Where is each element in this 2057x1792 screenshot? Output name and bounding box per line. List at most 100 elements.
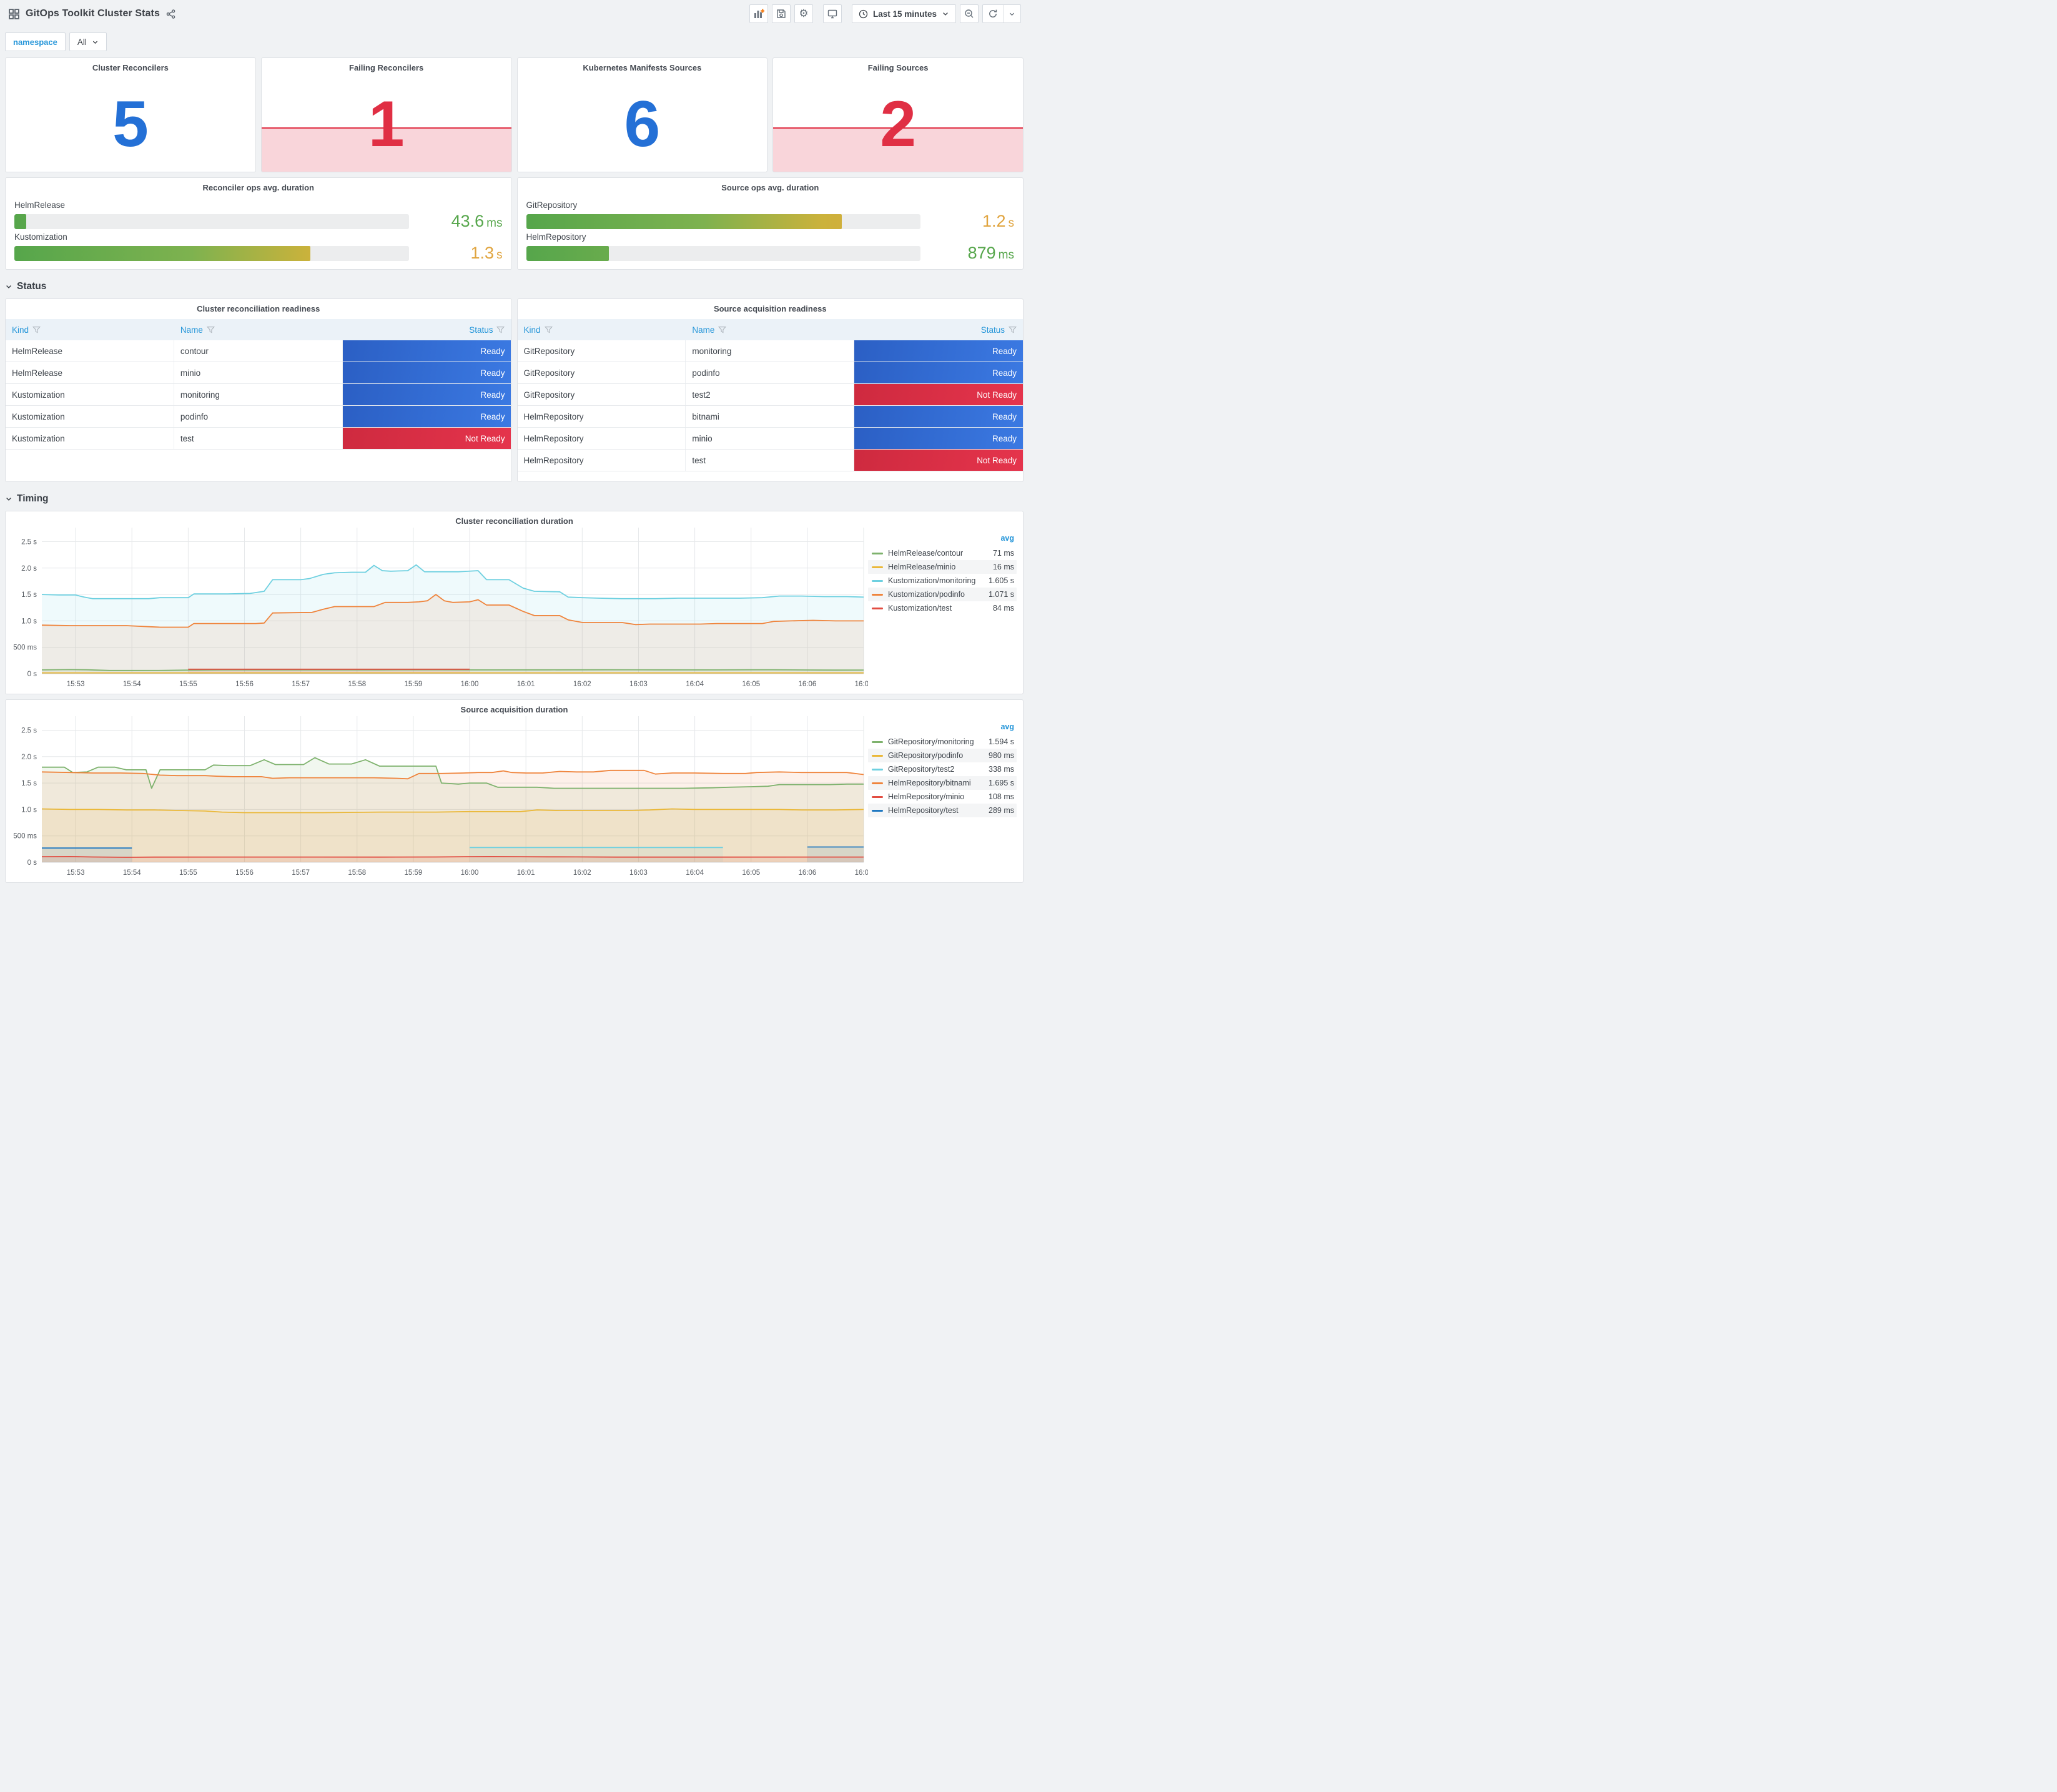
legend-item[interactable]: Kustomization/test 84 ms bbox=[868, 601, 1017, 615]
column-header-name[interactable]: Name bbox=[174, 319, 343, 340]
legend-item[interactable]: Kustomization/podinfo 1.071 s bbox=[868, 588, 1017, 601]
legend-item[interactable]: GitRepository/test2 338 ms bbox=[868, 762, 1017, 776]
refresh-interval-dropdown[interactable] bbox=[1003, 5, 1020, 22]
svg-text:500 ms: 500 ms bbox=[13, 833, 37, 840]
svg-text:15:56: 15:56 bbox=[235, 869, 254, 877]
legend-item[interactable]: GitRepository/podinfo 980 ms bbox=[868, 749, 1017, 762]
legend-series-avg: 289 ms bbox=[989, 806, 1014, 815]
chevron-down-icon bbox=[92, 41, 97, 44]
apps-grid-icon[interactable] bbox=[9, 8, 19, 19]
cell-kind: HelmRelease bbox=[6, 362, 174, 383]
stat-panel-cluster-reconcilers: Cluster Reconcilers 5 bbox=[5, 57, 256, 172]
table-row: HelmRelease minio Ready bbox=[6, 362, 511, 384]
gauge-row-helmrepository: HelmRepository 879 ms bbox=[526, 232, 1014, 263]
refresh-icon[interactable] bbox=[983, 5, 1003, 22]
cell-name: contour bbox=[174, 340, 343, 362]
legend-series-avg: 84 ms bbox=[992, 604, 1014, 613]
legend-series-color bbox=[872, 741, 883, 743]
cell-name: podinfo bbox=[174, 406, 343, 427]
svg-text:16:00: 16:00 bbox=[461, 681, 479, 688]
legend-avg-header[interactable]: avg bbox=[1000, 722, 1014, 731]
svg-text:16:04: 16:04 bbox=[686, 681, 704, 688]
legend-series-name: HelmRepository/bitnami bbox=[888, 779, 971, 787]
table-row: HelmRelease contour Ready bbox=[6, 340, 511, 362]
column-header-name[interactable]: Name bbox=[686, 319, 854, 340]
legend-series-avg: 71 ms bbox=[992, 549, 1014, 558]
legend-item[interactable]: Kustomization/monitoring 1.605 s bbox=[868, 574, 1017, 588]
svg-text:16:03: 16:03 bbox=[629, 681, 648, 688]
legend-series-name: Kustomization/monitoring bbox=[888, 576, 976, 585]
svg-text:15:57: 15:57 bbox=[292, 681, 310, 688]
time-range-label: Last 15 minutes bbox=[872, 9, 937, 19]
chart-legend: avg HelmRelease/contour 71 ms HelmRelease/m… bbox=[868, 511, 1023, 694]
table-row: Kustomization monitoring Ready bbox=[6, 384, 511, 406]
legend-item[interactable]: GitRepository/monitoring 1.594 s bbox=[868, 735, 1017, 749]
chart-plot-area[interactable]: 0 s 500 ms 1.0 s 1.5 s 2.0 s 2.5 s 15:53 15:54 1… bbox=[6, 511, 868, 694]
svg-text:1.5 s: 1.5 s bbox=[21, 591, 37, 599]
legend-series-avg: 1.071 s bbox=[988, 590, 1014, 599]
cell-name: monitoring bbox=[686, 340, 855, 362]
column-header-status[interactable]: Status bbox=[343, 319, 511, 340]
cell-status: Ready bbox=[342, 384, 511, 405]
table-row: GitRepository podinfo Ready bbox=[517, 362, 1023, 384]
svg-text:16:07: 16:07 bbox=[855, 869, 868, 877]
panel-title: Cluster reconciliation readiness bbox=[197, 304, 320, 313]
legend-series-name: Kustomization/podinfo bbox=[888, 590, 965, 599]
svg-text:16:04: 16:04 bbox=[686, 869, 704, 877]
gauge-value: 43.6 ms bbox=[451, 212, 503, 230]
cell-name: monitoring bbox=[174, 384, 343, 405]
svg-text:16:02: 16:02 bbox=[573, 681, 591, 688]
legend-item[interactable]: HelmRepository/test 289 ms bbox=[868, 804, 1017, 817]
zoom-out-time-button[interactable] bbox=[960, 4, 979, 23]
cell-name: minio bbox=[686, 428, 855, 449]
legend-series-avg: 108 ms bbox=[989, 792, 1014, 801]
legend-series-avg: 16 ms bbox=[992, 563, 1014, 571]
clock-icon bbox=[859, 9, 868, 19]
legend-avg-header[interactable]: avg bbox=[1000, 534, 1014, 543]
gauge-label: GitRepository bbox=[526, 200, 578, 210]
chevron-down-icon bbox=[5, 283, 12, 290]
table-row: GitRepository monitoring Ready bbox=[517, 340, 1023, 362]
time-range-picker[interactable]: Last 15 minutes bbox=[851, 4, 956, 23]
cell-status: Ready bbox=[342, 340, 511, 362]
variable-label-namespace: namespace bbox=[5, 32, 66, 51]
gauge-track bbox=[526, 245, 920, 261]
gauge-fill bbox=[526, 245, 609, 261]
stat-sparkline bbox=[261, 127, 511, 172]
legend-item[interactable]: HelmRelease/contour 71 ms bbox=[868, 546, 1017, 560]
legend-series-color bbox=[872, 593, 883, 596]
save-dashboard-button[interactable] bbox=[771, 4, 791, 23]
variable-value: All bbox=[77, 37, 87, 47]
share-icon[interactable] bbox=[166, 9, 175, 19]
section-row-status[interactable]: Status bbox=[5, 278, 1024, 295]
svg-text:16:05: 16:05 bbox=[742, 681, 760, 688]
section-row-timing[interactable]: Timing bbox=[5, 491, 1024, 507]
panel-title: Cluster reconciliation duration bbox=[455, 516, 573, 526]
table-row: HelmRepository bitnami Ready bbox=[517, 406, 1023, 428]
gauge-track bbox=[14, 245, 409, 261]
legend-item[interactable]: HelmRepository/minio 108 ms bbox=[868, 790, 1017, 804]
column-header-kind[interactable]: Kind bbox=[6, 319, 174, 340]
chart-plot-area[interactable]: 0 s 500 ms 1.0 s 1.5 s 2.0 s 2.5 s 15:53 15:54 1… bbox=[6, 700, 868, 882]
legend-item[interactable]: HelmRelease/minio 16 ms bbox=[868, 560, 1017, 574]
cell-kind: Kustomization bbox=[6, 428, 174, 449]
cell-kind: GitRepository bbox=[518, 340, 686, 362]
svg-text:16:03: 16:03 bbox=[629, 869, 648, 877]
chart-legend: avg GitRepository/monitoring 1.594 s GitRep… bbox=[868, 700, 1023, 882]
stats-row: Cluster Reconcilers 5 Failing Reconcilers 1… bbox=[5, 57, 1024, 172]
column-header-kind[interactable]: Kind bbox=[518, 319, 686, 340]
cycle-view-mode-button[interactable] bbox=[822, 4, 842, 23]
svg-text:16:00: 16:00 bbox=[461, 869, 479, 877]
column-header-status[interactable]: Status bbox=[854, 319, 1023, 340]
filter-icon bbox=[32, 326, 41, 333]
cell-name: bitnami bbox=[686, 406, 855, 427]
svg-text:15:57: 15:57 bbox=[292, 869, 310, 877]
variable-value-dropdown[interactable]: All bbox=[69, 32, 107, 51]
filter-icon bbox=[496, 326, 505, 333]
refresh-button-group bbox=[982, 4, 1021, 23]
gauge-track bbox=[14, 214, 409, 229]
cell-status: Ready bbox=[854, 362, 1023, 383]
add-panel-button[interactable] bbox=[749, 4, 768, 23]
dashboard-settings-button[interactable]: ⚙ bbox=[794, 4, 813, 23]
legend-item[interactable]: HelmRepository/bitnami 1.695 s bbox=[868, 776, 1017, 790]
